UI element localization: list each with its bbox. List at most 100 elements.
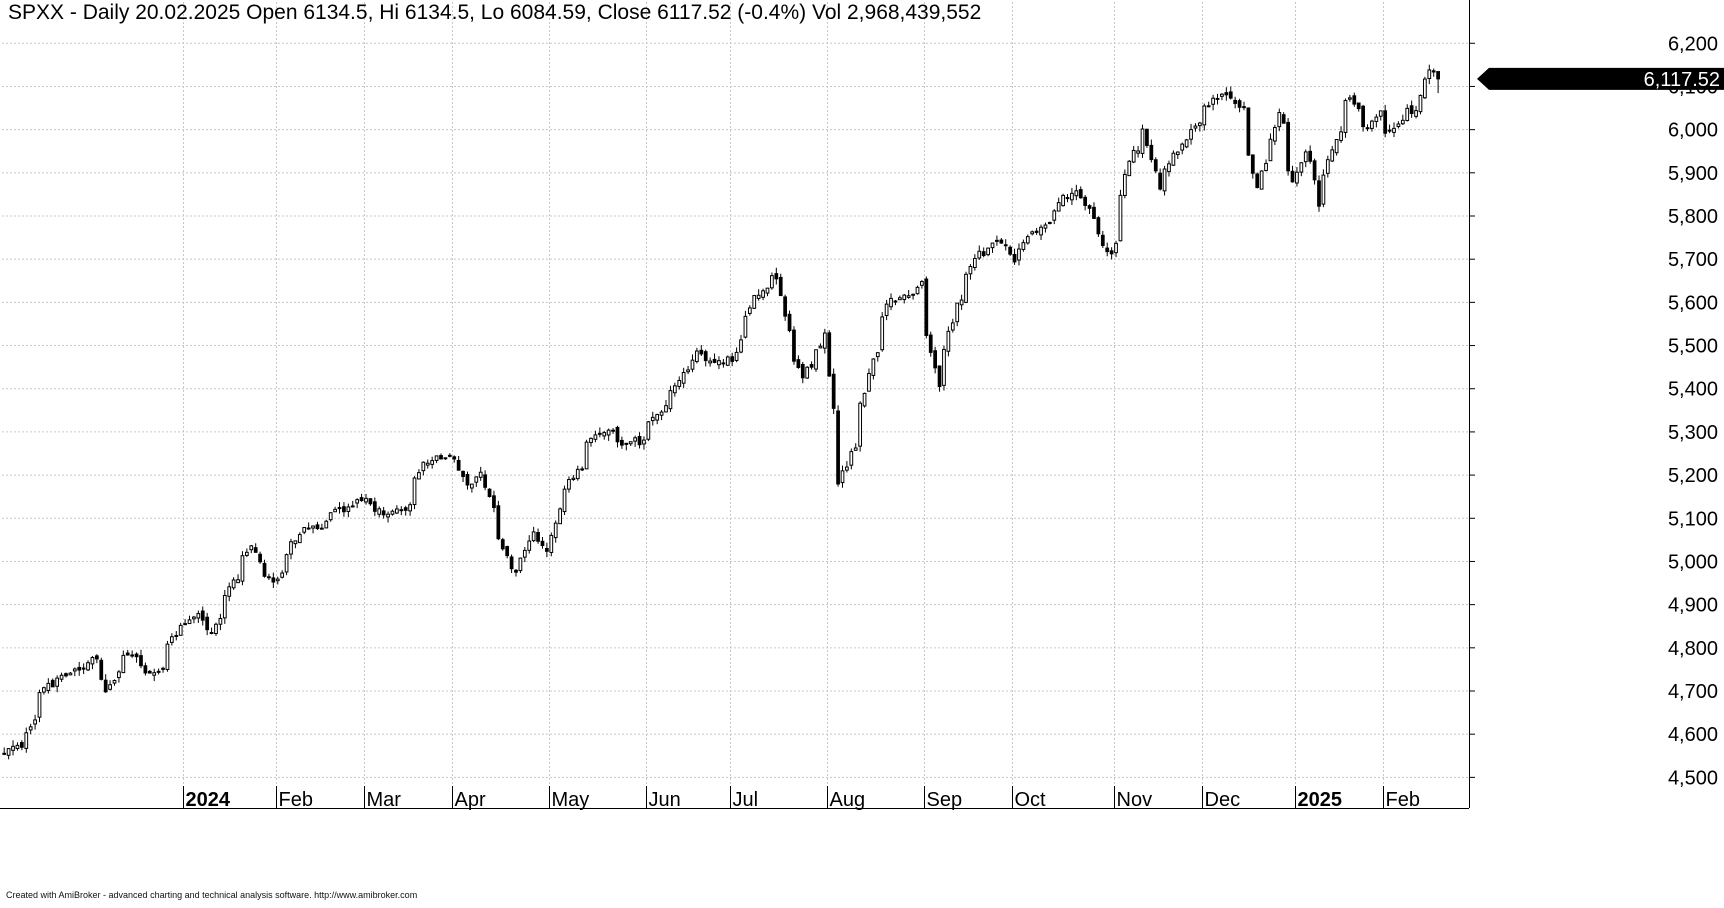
candle-body	[1109, 250, 1114, 255]
candle	[1308, 145, 1313, 164]
candle	[1361, 104, 1365, 132]
candle	[514, 569, 518, 577]
candle-body	[937, 365, 942, 388]
candle-body	[986, 247, 990, 256]
candle-body	[1299, 162, 1304, 173]
candle	[1211, 94, 1215, 111]
candle	[1136, 146, 1140, 158]
candle-body	[302, 527, 307, 533]
candle	[443, 457, 448, 460]
candle-body	[897, 297, 902, 301]
candle	[412, 476, 417, 510]
candle	[1233, 96, 1238, 109]
candle	[739, 335, 743, 354]
candle	[562, 485, 567, 515]
candle-body	[1418, 94, 1423, 113]
candle-body	[1259, 170, 1264, 190]
candle-body	[787, 313, 792, 332]
candle	[1383, 104, 1388, 138]
y-tick-label: 5,600	[1668, 292, 1718, 314]
candle-body	[1189, 129, 1193, 140]
candle	[275, 576, 280, 585]
candle-body	[280, 572, 285, 578]
candle	[867, 368, 871, 392]
candle	[496, 500, 501, 541]
candle-body	[911, 293, 915, 296]
candle	[302, 526, 307, 535]
candle	[1414, 105, 1418, 119]
candle	[522, 547, 527, 563]
candle	[1100, 230, 1105, 248]
candle-body	[575, 468, 580, 480]
candle	[1330, 145, 1335, 163]
y-tick-label: 5,200	[1668, 465, 1718, 487]
candle-body	[545, 548, 549, 552]
candle-body	[183, 623, 187, 626]
candle-body	[831, 373, 836, 409]
candle-body	[571, 477, 576, 480]
candle-body	[589, 437, 593, 444]
candle	[920, 280, 924, 289]
candle-body	[1153, 159, 1158, 172]
candle	[1281, 112, 1286, 124]
candle	[271, 572, 276, 589]
candle	[139, 649, 143, 669]
candle-body	[1025, 236, 1030, 244]
candle-body	[192, 616, 196, 620]
candle	[911, 293, 915, 300]
candle-body	[1017, 248, 1021, 261]
y-tick-label: 4,900	[1668, 595, 1718, 617]
candle	[1096, 216, 1101, 237]
candle-body	[1175, 151, 1180, 156]
candle-body	[602, 432, 607, 437]
candle	[55, 675, 60, 693]
candle-body	[721, 362, 726, 365]
candle-body	[403, 507, 408, 511]
candle	[655, 413, 660, 425]
candle-body	[306, 527, 311, 530]
candle	[297, 532, 302, 544]
candle	[827, 330, 832, 377]
candle	[1167, 160, 1171, 177]
candle	[836, 405, 840, 487]
candle	[747, 305, 752, 316]
candle	[1061, 193, 1065, 207]
candle-body	[995, 239, 999, 242]
candle-body	[765, 287, 770, 294]
candle	[1250, 154, 1255, 179]
candle	[165, 640, 170, 672]
candle-body	[509, 556, 514, 570]
candle	[1352, 92, 1357, 107]
candle-body	[1118, 194, 1123, 242]
candle-body	[668, 390, 673, 410]
candle	[386, 511, 390, 523]
chart-header-title: SPXX - Daily 20.02.2025 Open 6134.5, Hi …	[8, 1, 982, 24]
candle-body	[1052, 210, 1057, 221]
candle	[959, 294, 964, 310]
candle-body	[553, 522, 558, 539]
candle	[668, 385, 673, 413]
candle	[597, 427, 602, 438]
candle	[567, 476, 571, 493]
candle	[81, 663, 86, 675]
candle	[1114, 240, 1118, 258]
candle-body	[461, 470, 465, 477]
candle-body	[774, 273, 779, 280]
candle-body	[156, 670, 161, 673]
candle-body	[447, 454, 452, 457]
candle	[461, 470, 465, 483]
candle-body	[739, 339, 743, 353]
candle-body	[1237, 100, 1242, 108]
candle	[483, 470, 487, 491]
candle	[1003, 239, 1008, 251]
candle-body	[1100, 234, 1105, 246]
candle-body	[1400, 119, 1405, 125]
candle	[68, 671, 73, 676]
candle	[699, 345, 704, 357]
candle-body	[465, 473, 470, 486]
candle-body	[364, 497, 368, 503]
candle	[1149, 139, 1154, 163]
candle	[536, 528, 540, 544]
